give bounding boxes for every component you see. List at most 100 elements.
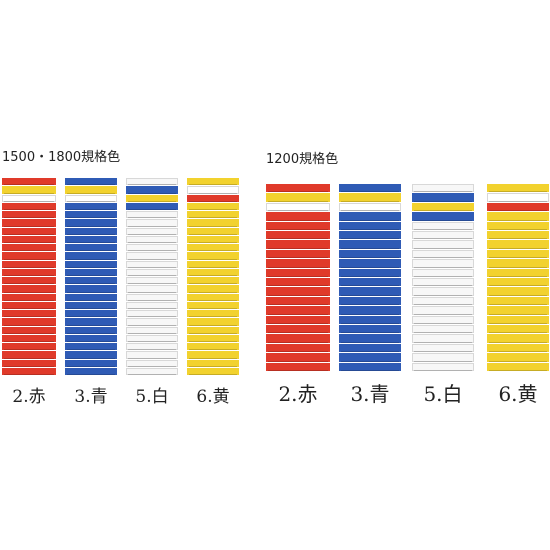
mat-slat bbox=[487, 193, 549, 203]
mat-slat bbox=[487, 362, 549, 372]
mat-slat bbox=[65, 186, 117, 194]
mat-slat bbox=[487, 325, 549, 334]
mat-slat bbox=[126, 211, 178, 219]
mat-slat bbox=[187, 301, 239, 310]
mat-slat bbox=[187, 334, 239, 343]
mat-slat bbox=[65, 351, 117, 359]
mat-slat bbox=[412, 343, 474, 353]
mat-slat bbox=[126, 227, 178, 236]
mat-slat bbox=[2, 326, 56, 335]
mat-slat bbox=[65, 260, 117, 269]
mat-slat bbox=[487, 259, 549, 268]
mat-slat bbox=[65, 318, 117, 326]
mat-slat bbox=[65, 293, 117, 302]
mat-slat bbox=[65, 219, 117, 227]
mat-slat bbox=[487, 184, 549, 193]
mat-slat bbox=[487, 240, 549, 250]
mat-long-blue bbox=[65, 178, 117, 376]
mat-long-yellow bbox=[187, 178, 239, 376]
mat-slat bbox=[187, 260, 239, 269]
mat-slat bbox=[412, 184, 474, 193]
mat-slat bbox=[266, 249, 330, 259]
mat-1200-red bbox=[266, 184, 330, 372]
mat-slat bbox=[266, 240, 330, 250]
mat-slat bbox=[487, 334, 549, 344]
mat-slat bbox=[487, 343, 549, 353]
mat-slat bbox=[126, 219, 178, 227]
mat-slat bbox=[65, 211, 117, 219]
mat-slat bbox=[187, 351, 239, 359]
mat-slat bbox=[266, 184, 330, 193]
mat-slat bbox=[65, 301, 117, 310]
mat-slat bbox=[126, 260, 178, 269]
mat-slat bbox=[339, 296, 401, 306]
caption-1200-blue: 3.青 bbox=[350, 382, 390, 406]
mat-slat bbox=[2, 310, 56, 318]
caption-long-white: 5.白 bbox=[135, 387, 169, 407]
caption-long-blue: 3.青 bbox=[74, 387, 108, 407]
mat-slat bbox=[339, 268, 401, 278]
mat-slat bbox=[266, 202, 330, 212]
mat-slat bbox=[487, 202, 549, 212]
mat-slat bbox=[126, 367, 178, 376]
mat-1200-blue bbox=[339, 184, 401, 372]
mat-slat bbox=[266, 296, 330, 306]
mat-slat bbox=[339, 287, 401, 297]
mat-slat bbox=[339, 249, 401, 259]
mat-slat bbox=[339, 325, 401, 334]
mat-slat bbox=[412, 353, 474, 362]
mat-long-red bbox=[2, 178, 56, 376]
mat-slat bbox=[187, 268, 239, 277]
mat-slat bbox=[126, 252, 178, 260]
mat-slat bbox=[266, 334, 330, 344]
group-long-title: 1500・1800規格色 bbox=[2, 150, 121, 165]
mat-slat bbox=[266, 278, 330, 287]
mat-slat bbox=[187, 343, 239, 351]
mat-slat bbox=[2, 293, 56, 302]
mat-slat bbox=[187, 202, 239, 211]
mat-slat bbox=[2, 252, 56, 260]
mat-slat bbox=[2, 343, 56, 351]
mat-slat bbox=[2, 186, 56, 194]
mat-slat bbox=[187, 359, 239, 368]
mat-slat bbox=[487, 221, 549, 231]
mat-slat bbox=[2, 227, 56, 236]
mat-slat bbox=[2, 202, 56, 211]
mat-slat bbox=[65, 178, 117, 186]
mat-slat bbox=[2, 268, 56, 277]
mat-slat bbox=[487, 268, 549, 278]
mat-slat bbox=[487, 306, 549, 315]
mat-slat bbox=[2, 301, 56, 310]
mat-slat bbox=[126, 334, 178, 343]
mat-slat bbox=[126, 178, 178, 186]
mat-slat bbox=[2, 277, 56, 285]
mat-slat bbox=[266, 221, 330, 231]
mat-slat bbox=[2, 318, 56, 326]
mat-slat bbox=[2, 351, 56, 359]
mat-slat bbox=[339, 259, 401, 268]
mat-slat bbox=[126, 351, 178, 359]
mat-slat bbox=[487, 315, 549, 325]
mat-slat bbox=[266, 315, 330, 325]
mat-slat bbox=[187, 235, 239, 244]
mat-slat bbox=[412, 334, 474, 344]
mat-slat bbox=[412, 231, 474, 240]
mat-slat bbox=[2, 367, 56, 376]
mat-slat bbox=[126, 186, 178, 194]
mat-slat bbox=[126, 343, 178, 351]
mat-slat bbox=[2, 285, 56, 293]
mat-slat bbox=[187, 252, 239, 260]
mat-slat bbox=[412, 202, 474, 212]
mat-slat bbox=[2, 260, 56, 269]
mat-slat bbox=[187, 178, 239, 186]
mat-slat bbox=[412, 221, 474, 231]
mat-slat bbox=[2, 219, 56, 227]
mat-slat bbox=[266, 362, 330, 372]
mat-slat bbox=[65, 194, 117, 203]
mat-slat bbox=[412, 212, 474, 221]
mat-slat bbox=[126, 194, 178, 203]
mat-slat bbox=[126, 268, 178, 277]
mat-slat bbox=[487, 278, 549, 287]
mat-slat bbox=[412, 249, 474, 259]
mat-slat bbox=[339, 306, 401, 315]
